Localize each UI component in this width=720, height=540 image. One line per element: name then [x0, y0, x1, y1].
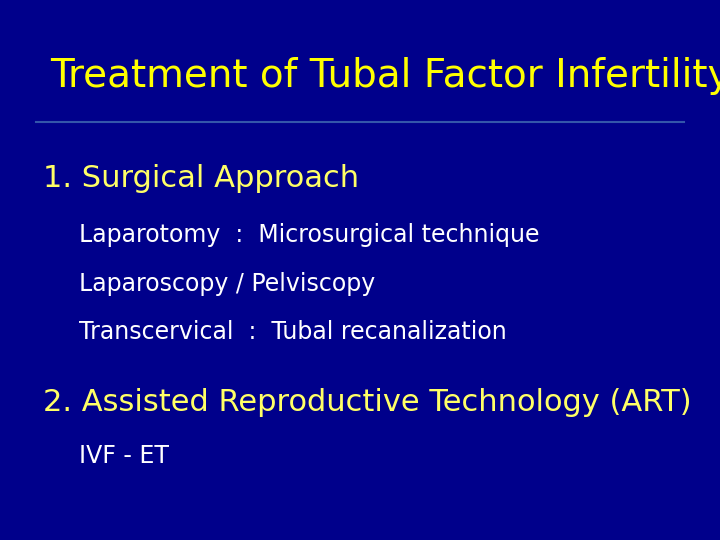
Text: Laparoscopy / Pelviscopy: Laparoscopy / Pelviscopy	[79, 272, 375, 295]
Text: 1. Surgical Approach: 1. Surgical Approach	[43, 164, 359, 193]
Text: Transcervical  :  Tubal recanalization: Transcervical : Tubal recanalization	[79, 320, 507, 344]
Text: IVF - ET: IVF - ET	[79, 444, 169, 468]
Text: Treatment of Tubal Factor Infertility: Treatment of Tubal Factor Infertility	[50, 57, 720, 94]
Text: Laparotomy  :  Microsurgical technique: Laparotomy : Microsurgical technique	[79, 223, 540, 247]
Text: 2. Assisted Reproductive Technology (ART): 2. Assisted Reproductive Technology (ART…	[43, 388, 692, 417]
